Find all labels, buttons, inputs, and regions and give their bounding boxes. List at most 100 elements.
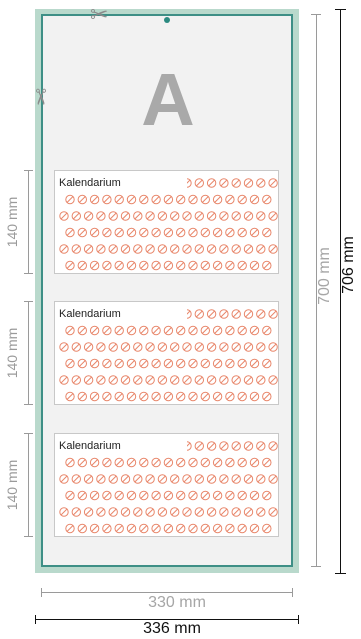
no-sign-icon bbox=[163, 227, 174, 238]
no-sign-icon bbox=[176, 325, 186, 336]
dimension-tick bbox=[24, 536, 33, 537]
no-sign-icon bbox=[243, 342, 254, 352]
no-sign-icon bbox=[249, 194, 260, 205]
no-sign-icon bbox=[126, 490, 137, 501]
no-sign-icon bbox=[182, 342, 192, 352]
calendarium-height-label: 140 mm bbox=[4, 459, 20, 511]
no-sign-icon bbox=[225, 523, 235, 534]
no-sign-icon bbox=[256, 342, 266, 352]
no-sign-icon bbox=[182, 507, 192, 517]
no-sign-icon bbox=[188, 260, 198, 271]
no-sign-icon bbox=[200, 391, 211, 402]
no-sign-icon bbox=[262, 325, 272, 336]
no-sign-icon bbox=[71, 474, 81, 484]
calendarium-pattern bbox=[59, 441, 278, 534]
no-sign-icon bbox=[256, 507, 266, 517]
calendarium-height-label: 140 mm bbox=[4, 196, 20, 248]
no-sign-icon bbox=[225, 194, 235, 205]
no-sign-icon bbox=[139, 260, 149, 271]
no-sign-icon bbox=[77, 260, 87, 271]
no-sign-icon bbox=[176, 457, 186, 468]
no-sign-icon bbox=[151, 490, 161, 501]
no-sign-icon bbox=[237, 260, 247, 271]
no-sign-icon bbox=[65, 358, 75, 369]
no-sign-icon bbox=[114, 391, 124, 402]
no-sign-icon bbox=[114, 490, 124, 501]
no-sign-icon bbox=[243, 507, 254, 517]
dimension-tick bbox=[292, 588, 293, 597]
no-sign-icon bbox=[249, 490, 260, 501]
no-sign-icon bbox=[188, 358, 198, 369]
no-sign-icon bbox=[170, 342, 180, 352]
no-sign-icon bbox=[225, 391, 235, 402]
no-sign-icon bbox=[249, 260, 260, 271]
no-sign-icon bbox=[96, 342, 106, 352]
no-sign-icon bbox=[243, 441, 254, 451]
no-sign-icon bbox=[170, 507, 180, 517]
dimension-tick bbox=[24, 170, 33, 171]
no-sign-icon bbox=[219, 474, 229, 484]
no-sign-icon bbox=[170, 474, 180, 484]
calendarium-label: Kalendarium bbox=[57, 305, 187, 323]
no-sign-icon bbox=[133, 474, 143, 484]
no-sign-icon bbox=[194, 309, 205, 319]
no-sign-icon bbox=[188, 523, 198, 534]
no-sign-icon bbox=[102, 227, 112, 238]
no-sign-icon bbox=[65, 457, 75, 468]
no-sign-icon bbox=[77, 490, 87, 501]
no-sign-icon bbox=[163, 260, 174, 271]
no-sign-icon bbox=[151, 457, 161, 468]
no-sign-icon bbox=[225, 260, 235, 271]
no-sign-icon bbox=[194, 211, 205, 221]
no-sign-icon bbox=[194, 178, 205, 188]
no-sign-icon bbox=[83, 342, 94, 352]
no-sign-icon bbox=[133, 342, 143, 352]
no-sign-icon bbox=[157, 474, 168, 484]
no-sign-icon bbox=[89, 325, 100, 336]
no-sign-icon bbox=[243, 474, 254, 484]
no-sign-icon bbox=[212, 523, 223, 534]
no-sign-icon bbox=[182, 375, 192, 385]
no-sign-icon bbox=[219, 375, 229, 385]
no-sign-icon bbox=[83, 244, 94, 254]
no-sign-icon bbox=[188, 325, 198, 336]
no-sign-icon bbox=[83, 507, 94, 517]
no-sign-icon bbox=[231, 309, 241, 319]
no-sign-icon bbox=[194, 474, 205, 484]
dimension-tick bbox=[311, 566, 321, 567]
no-sign-icon bbox=[212, 358, 223, 369]
no-sign-icon bbox=[163, 391, 174, 402]
no-sign-icon bbox=[145, 211, 155, 221]
no-sign-icon bbox=[206, 244, 217, 254]
no-sign-icon bbox=[114, 227, 124, 238]
no-sign-icon bbox=[59, 474, 69, 484]
no-sign-icon bbox=[188, 457, 198, 468]
no-sign-icon bbox=[262, 457, 272, 468]
no-sign-icon bbox=[225, 490, 235, 501]
dimension-tick bbox=[24, 433, 33, 434]
no-sign-icon bbox=[139, 358, 149, 369]
inner-width-label: 330 mm bbox=[148, 594, 206, 611]
no-sign-icon bbox=[243, 244, 254, 254]
no-sign-icon bbox=[126, 523, 137, 534]
no-sign-icon bbox=[108, 507, 118, 517]
dimension-tick bbox=[24, 404, 33, 405]
no-sign-icon bbox=[231, 375, 241, 385]
no-sign-icon bbox=[126, 457, 137, 468]
no-sign-icon bbox=[268, 342, 278, 352]
no-sign-icon bbox=[102, 358, 112, 369]
no-sign-icon bbox=[231, 244, 241, 254]
no-sign-icon bbox=[59, 342, 69, 352]
no-sign-icon bbox=[219, 441, 229, 451]
no-sign-icon bbox=[225, 457, 235, 468]
no-sign-icon bbox=[206, 375, 217, 385]
no-sign-icon bbox=[89, 457, 100, 468]
no-sign-icon bbox=[120, 375, 131, 385]
no-sign-icon bbox=[139, 325, 149, 336]
no-sign-icon bbox=[126, 325, 137, 336]
no-sign-icon bbox=[139, 523, 149, 534]
no-sign-icon bbox=[256, 441, 266, 451]
no-sign-icon bbox=[139, 490, 149, 501]
no-sign-icon bbox=[71, 211, 81, 221]
no-sign-icon bbox=[237, 490, 247, 501]
